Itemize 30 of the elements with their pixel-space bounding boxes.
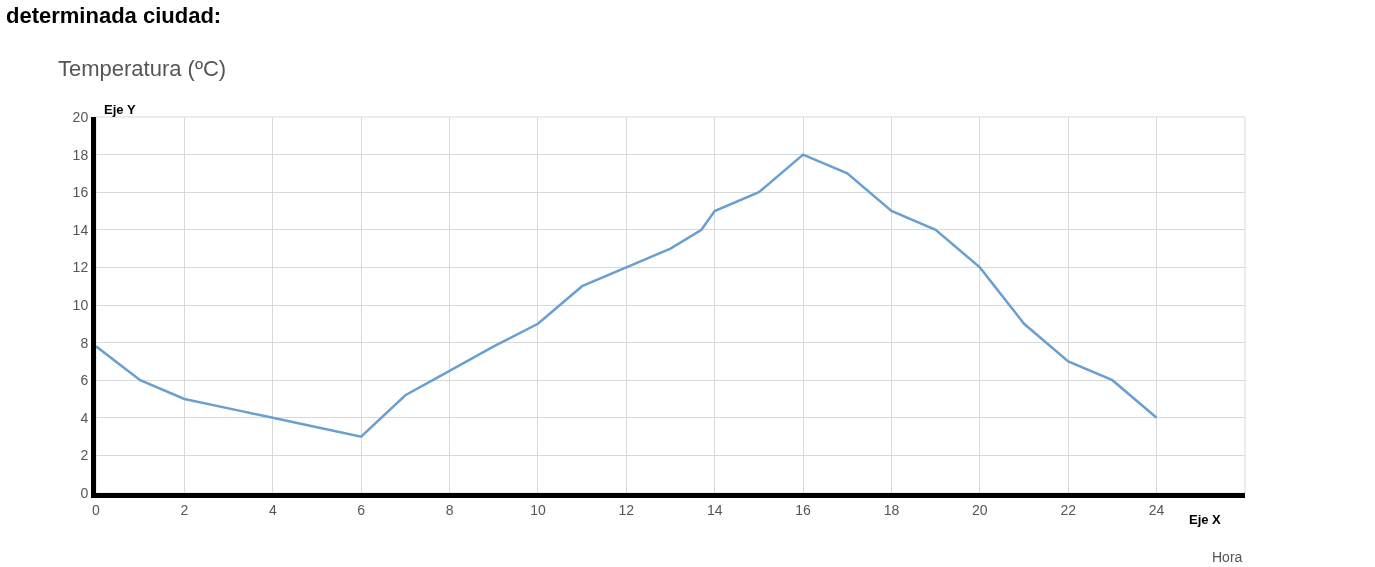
y-tick-label: 12 — [72, 259, 89, 276]
x-tick-label: 22 — [1060, 501, 1077, 518]
y-tick-label: 20 — [72, 108, 89, 125]
x-tick-label: 10 — [530, 501, 546, 518]
y-tick-label: 4 — [80, 409, 89, 426]
x-tick-label: 12 — [618, 501, 635, 518]
y-tick-label: 8 — [80, 334, 89, 351]
y-tick-label: 18 — [72, 146, 89, 163]
text: Eje X — [1189, 512, 1222, 527]
y-tick-label: 14 — [72, 221, 89, 238]
x-tick-label: 6 — [357, 501, 366, 518]
x-tick-label: 14 — [706, 501, 723, 518]
y-tick-label: 6 — [80, 372, 89, 389]
y-tick-label: 2 — [80, 447, 89, 464]
x-tick-label: 0 — [92, 501, 101, 518]
x-tick-label: 20 — [972, 501, 988, 518]
x-tick-label: 18 — [883, 501, 900, 518]
x-tick-label: 24 — [1148, 501, 1165, 518]
chart-title: determinada ciudad: — [6, 3, 222, 28]
x-tick-label: 16 — [795, 501, 812, 518]
y-axis-title: Temperatura (ºC) — [58, 56, 227, 81]
line-series — [96, 153, 1158, 438]
x-tick-label: 2 — [180, 501, 189, 518]
x-axis-title: Hora — [1212, 549, 1243, 565]
x-tick-label: 4 — [268, 501, 277, 518]
y-tick-label: 0 — [80, 484, 89, 501]
x-tick-label: 8 — [445, 501, 454, 518]
annotation: Eje Y — [104, 102, 136, 117]
y-tick-label: 10 — [72, 296, 89, 313]
y-tick-label: 16 — [72, 184, 89, 201]
